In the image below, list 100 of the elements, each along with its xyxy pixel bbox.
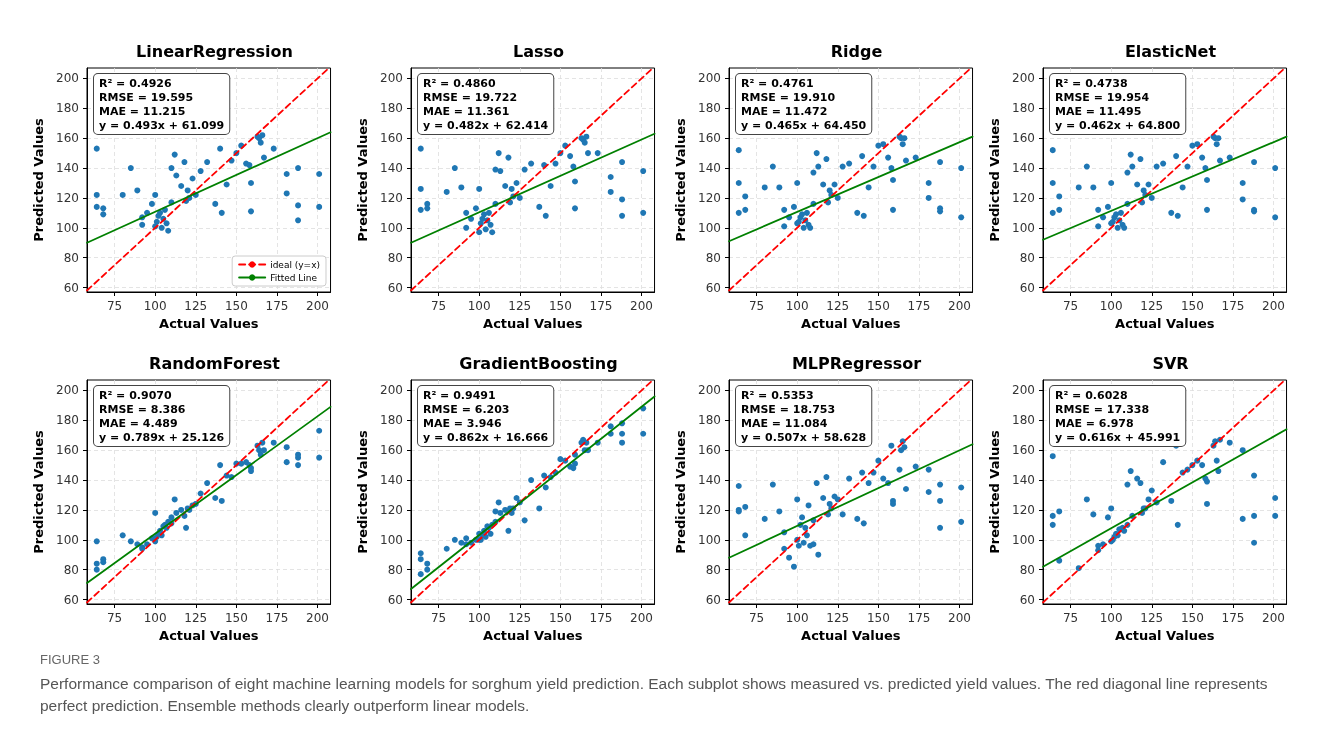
y-tick-label: 140 <box>380 161 403 176</box>
y-tick-label: 120 <box>380 502 403 517</box>
y-tick-label: 200 <box>698 383 721 398</box>
y-tick-label: 140 <box>1012 473 1035 488</box>
y-tick-label: 200 <box>1012 71 1035 86</box>
y-axis-title: Predicted Values <box>355 118 371 242</box>
y-tick-label: 120 <box>56 502 79 517</box>
annotation: R² = 0.6028 RMSE = 17.338 MAE = 6.978 y = 0.616x + 45.991 <box>1055 388 1181 444</box>
x-tick-label: 75 <box>748 299 765 313</box>
chart-title: GradientBoosting <box>459 353 618 373</box>
x-tick-label: 75 <box>430 611 447 625</box>
y-tick-label: 140 <box>56 473 79 488</box>
y-tick-label: 180 <box>56 101 79 116</box>
x-tick-label: 125 <box>1140 611 1164 625</box>
annotation: R² = 0.9070 RMSE = 8.386 MAE = 4.489 y = 0.789x + 25.126 <box>99 388 225 444</box>
x-tick-label: 75 <box>1062 299 1079 313</box>
y-tick-label: 140 <box>698 473 721 488</box>
x-axis-title: Actual Values <box>801 315 901 331</box>
y-tick-label: 180 <box>56 413 79 428</box>
x-tick-label: 150 <box>866 299 890 313</box>
y-tick-label: 120 <box>56 190 79 205</box>
y-tick-label: 180 <box>698 101 721 116</box>
y-tick-label: 180 <box>380 413 403 428</box>
x-tick-label: 200 <box>306 299 329 313</box>
x-tick-label: 100 <box>467 611 491 625</box>
x-tick-label: 100 <box>785 299 809 313</box>
chart-title: RandomForest <box>149 353 281 373</box>
x-tick-label: 75 <box>106 611 123 625</box>
legend-label: ideal (y=x) <box>270 259 320 270</box>
x-tick-label: 125 <box>826 299 850 313</box>
y-tick-label: 160 <box>1012 443 1035 458</box>
caption: FIGURE 3 <box>40 652 101 667</box>
x-tick-label: 175 <box>589 611 613 625</box>
chart-title: LinearRegression <box>136 41 293 61</box>
y-tick-label: 160 <box>698 131 721 146</box>
y-tick-label: 200 <box>1012 383 1035 398</box>
x-tick-label: 125 <box>508 299 532 313</box>
y-tick-label: 140 <box>1012 161 1035 176</box>
y-tick-label: 80 <box>387 562 403 577</box>
y-tick-label: 60 <box>705 280 721 295</box>
y-tick-label: 60 <box>63 280 79 295</box>
y-tick-label: 100 <box>56 532 79 547</box>
y-tick-label: 100 <box>698 532 721 547</box>
x-tick-label: 125 <box>508 611 532 625</box>
x-tick-label: 150 <box>224 611 248 625</box>
x-axis-title: Actual Values <box>483 627 583 643</box>
x-tick-label: 175 <box>265 299 289 313</box>
x-tick-label: 200 <box>1262 611 1285 625</box>
y-axis-title: Predicted Values <box>31 118 47 242</box>
x-tick-label: 75 <box>106 299 123 313</box>
x-tick-label: 150 <box>548 299 572 313</box>
x-tick-label: 175 <box>1221 611 1245 625</box>
y-tick-label: 100 <box>380 532 403 547</box>
x-tick-label: 150 <box>1180 611 1204 625</box>
y-tick-label: 80 <box>705 250 721 265</box>
y-tick-label: 80 <box>1019 562 1035 577</box>
y-axis-title: Predicted Values <box>355 430 371 554</box>
annotation: R² = 0.5353 RMSE = 18.753 MAE = 11.084 y = 0.507x + 58.628 <box>741 388 867 444</box>
x-axis-title: Actual Values <box>159 627 259 643</box>
x-tick-label: 150 <box>866 611 890 625</box>
x-axis-title: Actual Values <box>1115 627 1215 643</box>
x-tick-label: 175 <box>907 611 931 625</box>
y-tick-label: 80 <box>705 562 721 577</box>
y-axis-title: Predicted Values <box>987 430 1003 554</box>
x-tick-label: 200 <box>630 611 653 625</box>
text: Performance comparison of eight machine learning models for sorghum yield prediction. Each subplot shows measured vs. predicted yield values. The red diagonal line represents perfect prediction. Ensemble methods clearly outperform linear models. <box>40 674 1269 716</box>
x-tick-label: 125 <box>1140 299 1164 313</box>
y-tick-label: 60 <box>1019 280 1035 295</box>
x-tick-label: 150 <box>1180 299 1204 313</box>
y-tick-label: 200 <box>380 383 403 398</box>
y-tick-label: 200 <box>698 71 721 86</box>
y-tick-label: 160 <box>1012 131 1035 146</box>
x-tick-label: 125 <box>826 611 850 625</box>
y-tick-label: 180 <box>698 413 721 428</box>
chart-title: ElasticNet <box>1124 41 1217 61</box>
y-tick-label: 80 <box>63 562 79 577</box>
y-tick-label: 200 <box>56 71 79 86</box>
x-tick-label: 125 <box>184 611 208 625</box>
x-tick-label: 200 <box>630 299 653 313</box>
x-axis-title: Actual Values <box>1115 315 1215 331</box>
annotation: R² = 0.4761 RMSE = 19.910 MAE = 11.472 y = 0.465x + 64.450 <box>741 76 867 132</box>
x-tick-label: 200 <box>306 611 329 625</box>
y-tick-label: 180 <box>380 101 403 116</box>
y-tick-label: 180 <box>1012 413 1035 428</box>
chart-title: Ridge <box>830 41 883 61</box>
x-tick-label: 100 <box>143 299 167 313</box>
x-tick-label: 100 <box>1099 299 1123 313</box>
y-tick-label: 160 <box>698 443 721 458</box>
y-tick-label: 140 <box>698 161 721 176</box>
y-tick-label: 60 <box>63 592 79 607</box>
y-axis-title: Predicted Values <box>987 118 1003 242</box>
y-tick-label: 140 <box>56 161 79 176</box>
y-axis-title: Predicted Values <box>31 430 47 554</box>
x-tick-label: 100 <box>1099 611 1123 625</box>
annotation: R² = 0.4860 RMSE = 19.722 MAE = 11.361 y = 0.482x + 62.414 <box>423 76 549 132</box>
y-tick-label: 160 <box>380 131 403 146</box>
x-tick-label: 75 <box>430 299 447 313</box>
y-tick-label: 140 <box>380 473 403 488</box>
legend-label: Fitted Line <box>270 272 318 283</box>
chart-title: Lasso <box>512 41 565 61</box>
